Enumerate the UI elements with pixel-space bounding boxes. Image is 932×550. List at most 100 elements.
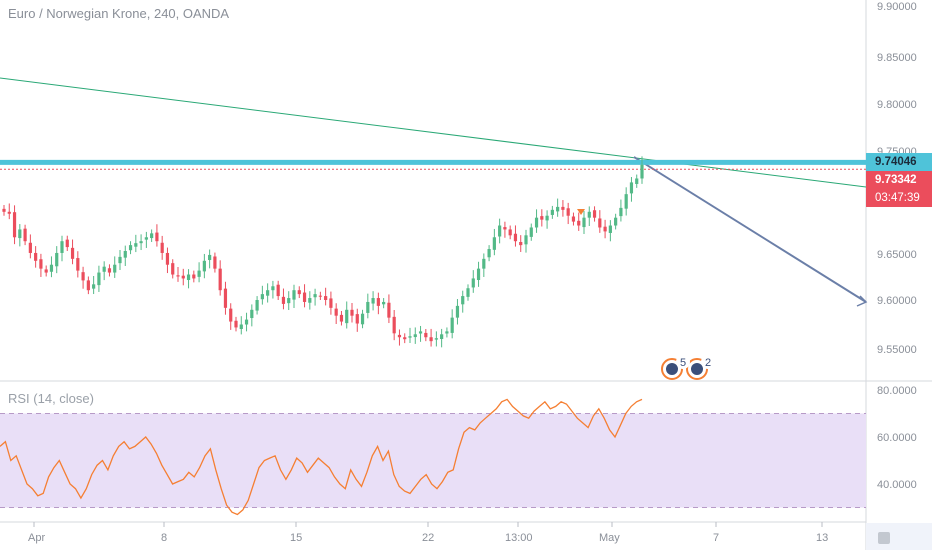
candle-up: [487, 249, 491, 258]
candle-up: [55, 252, 59, 267]
candle-up: [18, 229, 22, 239]
candle-up: [614, 217, 618, 226]
candle-down: [176, 275, 180, 277]
rsi-title: RSI (14, close): [8, 391, 94, 406]
candle-up: [440, 334, 444, 340]
candle-down: [218, 268, 222, 291]
candle-up: [208, 254, 212, 261]
candle-up: [587, 211, 591, 218]
candle-up: [371, 298, 375, 304]
time-tick: 8: [161, 532, 167, 544]
flag-icon: [691, 363, 703, 375]
candle-down: [387, 302, 391, 318]
time-tick: 13:00: [505, 532, 533, 544]
candle-down: [155, 232, 159, 242]
horizontal-line-price-label: 9.74046: [866, 153, 932, 171]
candle-down: [181, 275, 185, 279]
candle-up: [113, 264, 117, 273]
candle-down: [223, 288, 228, 308]
badge-count-a: 5: [680, 357, 686, 369]
time-axis: Apr 8 15 22 13:00 May 7 13: [28, 522, 828, 544]
chart-title: Euro / Norwegian Krone, 240, OANDA: [8, 6, 230, 21]
candle-up: [134, 243, 138, 247]
candle-down: [519, 241, 523, 246]
candle-up: [266, 290, 270, 296]
candle-down: [70, 247, 75, 259]
candle-down: [86, 280, 90, 291]
candle-up: [413, 334, 417, 338]
candle-down: [598, 218, 602, 228]
badge-count-bg: [676, 355, 690, 369]
rsi-tick: 40.0000: [877, 479, 917, 491]
candlestick-series: [2, 156, 644, 348]
candle-up: [92, 284, 96, 289]
candle-down: [281, 296, 286, 304]
candle-down: [81, 272, 85, 281]
candle-up: [255, 300, 259, 311]
price-tick: 9.85000: [877, 52, 917, 64]
candle-up: [239, 324, 243, 330]
flag-icon: [666, 363, 678, 375]
candle-up: [582, 217, 586, 228]
candle-up: [461, 296, 465, 305]
candle-up: [382, 301, 386, 305]
candle-up: [287, 298, 291, 304]
candle-up: [271, 286, 275, 291]
candle-down: [318, 295, 322, 297]
candle-down: [561, 206, 565, 210]
settings-icon[interactable]: [878, 532, 890, 544]
candle-up: [244, 319, 249, 325]
candle-up: [455, 305, 460, 318]
candle-up: [556, 206, 560, 212]
candle-up: [534, 217, 539, 228]
candle-up: [418, 331, 423, 334]
candle-down: [571, 216, 576, 222]
price-tick: 9.55000: [877, 344, 917, 356]
candle-up: [366, 301, 370, 313]
candle-up: [197, 270, 201, 277]
candle-up: [629, 182, 634, 194]
candle-up: [445, 331, 449, 334]
candle-up: [482, 258, 486, 269]
candle-down: [39, 259, 43, 269]
event-badges[interactable]: 5 2: [661, 355, 715, 380]
candle-down: [577, 220, 581, 226]
candle-up: [408, 336, 412, 338]
candle-down: [7, 211, 11, 214]
candle-up: [492, 237, 496, 250]
candle-down: [508, 229, 512, 236]
candle-up: [498, 225, 502, 237]
candle-down: [23, 228, 27, 242]
time-tick: 7: [713, 532, 719, 544]
candle-up: [619, 207, 623, 217]
projection-arrowhead: [856, 295, 868, 307]
time-tick: 15: [290, 532, 302, 544]
candle-down: [76, 258, 80, 271]
candle-up: [102, 266, 106, 272]
badge-count-bg: [701, 355, 715, 369]
candle-up: [434, 338, 438, 340]
candle-up: [128, 245, 133, 251]
candle-up: [545, 215, 549, 221]
price-axis: 9.90000 9.85000 9.80000 9.75000 9.65000 …: [877, 1, 917, 356]
candle-down: [276, 284, 280, 297]
candle-down: [107, 268, 112, 273]
time-tick: 13: [816, 532, 828, 544]
candle-up: [123, 251, 127, 258]
rsi-overbought-oversold-band: [0, 413, 866, 508]
candle-down: [171, 263, 175, 275]
candle-up: [313, 294, 317, 298]
candle-down: [566, 208, 570, 216]
candle-up: [550, 209, 554, 215]
candle-down: [297, 290, 301, 295]
price-tick: 9.60000: [877, 295, 917, 307]
projection-line[interactable]: [633, 156, 867, 303]
candle-up: [202, 260, 206, 272]
countdown-label: 03:47:39: [866, 189, 932, 207]
candle-down: [355, 314, 359, 324]
rsi-line: [0, 398, 643, 516]
candle-up: [97, 272, 101, 286]
candle-down: [424, 332, 428, 338]
price-tick: 9.90000: [877, 1, 917, 13]
